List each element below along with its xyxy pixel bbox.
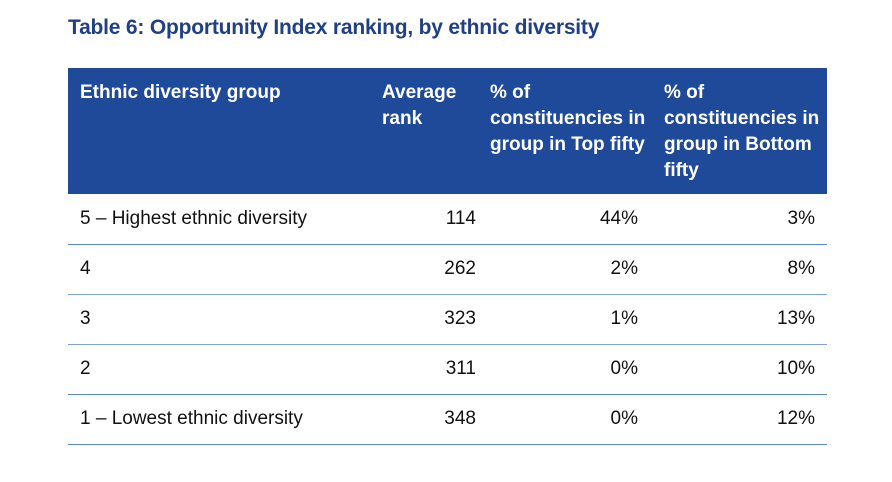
cell-group: 4 xyxy=(68,244,374,295)
cell-top-fifty: 1% xyxy=(484,294,654,345)
table-title: Table 6: Opportunity Index ranking, by e… xyxy=(68,16,600,39)
table-row: 2 311 0% 10% xyxy=(68,344,827,395)
cell-bottom-fifty: 8% xyxy=(654,244,827,295)
table-row: 4 262 2% 8% xyxy=(68,244,827,295)
header-top-fifty: % of constituencies in group in Top fift… xyxy=(484,68,654,194)
cell-average-rank: 114 xyxy=(374,194,484,245)
cell-average-rank: 348 xyxy=(374,394,484,445)
table-row: 5 – Highest ethnic diversity 114 44% 3% xyxy=(68,194,827,245)
header-bottom-fifty: % of constituencies in group in Bottom f… xyxy=(654,68,827,194)
header-row: Ethnic diversity group Average rank % of… xyxy=(68,68,827,194)
cell-bottom-fifty: 3% xyxy=(654,194,827,245)
cell-bottom-fifty: 10% xyxy=(654,344,827,395)
header-average-rank: Average rank xyxy=(374,68,484,194)
opportunity-index-table: Ethnic diversity group Average rank % of… xyxy=(68,68,827,445)
cell-group: 3 xyxy=(68,294,374,345)
cell-top-fifty: 44% xyxy=(484,194,654,245)
cell-group: 1 – Lowest ethnic diversity xyxy=(68,394,374,445)
header-ethnic-diversity-group: Ethnic diversity group xyxy=(68,68,374,194)
cell-average-rank: 262 xyxy=(374,244,484,295)
cell-average-rank: 323 xyxy=(374,294,484,345)
table-row: 3 323 1% 13% xyxy=(68,294,827,345)
cell-bottom-fifty: 12% xyxy=(654,394,827,445)
cell-average-rank: 311 xyxy=(374,344,484,395)
cell-bottom-fifty: 13% xyxy=(654,294,827,345)
table-row: 1 – Lowest ethnic diversity 348 0% 12% xyxy=(68,394,827,445)
cell-group: 2 xyxy=(68,344,374,395)
cell-top-fifty: 2% xyxy=(484,244,654,295)
cell-group: 5 – Highest ethnic diversity xyxy=(68,194,374,245)
cell-top-fifty: 0% xyxy=(484,394,654,445)
cell-top-fifty: 0% xyxy=(484,344,654,395)
